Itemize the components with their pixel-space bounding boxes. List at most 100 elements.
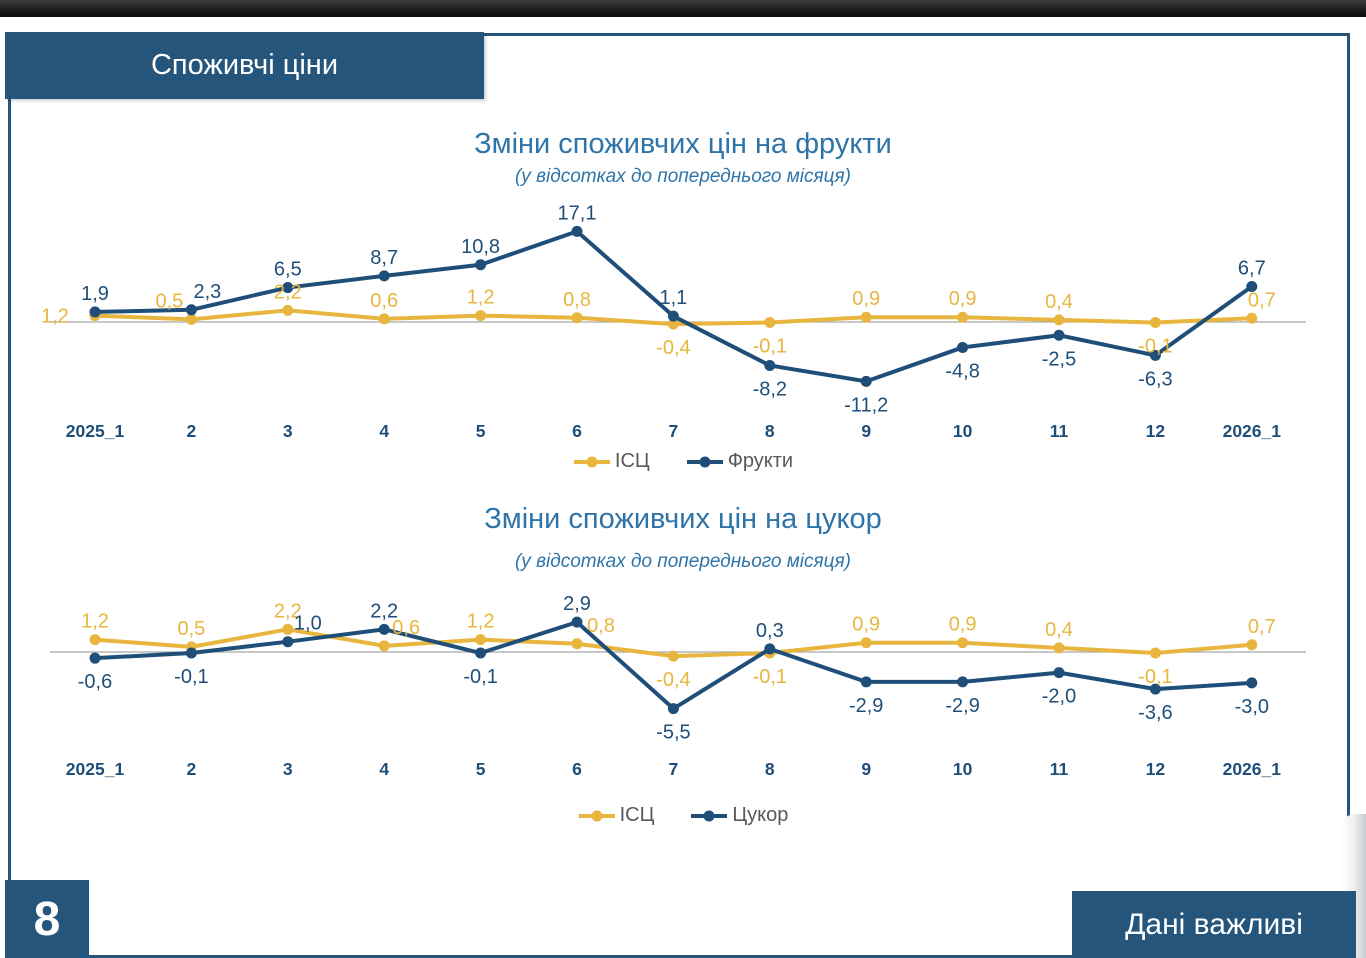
svg-text:11: 11 xyxy=(1050,759,1069,779)
svg-text:6,5: 6,5 xyxy=(274,259,302,281)
svg-text:3: 3 xyxy=(283,759,293,779)
svg-text:4: 4 xyxy=(379,421,389,441)
fruits-chart-legend: ІСЦ Фрукти xyxy=(0,450,1366,473)
page-number-badge: 8 xyxy=(5,880,89,958)
svg-text:7: 7 xyxy=(669,421,679,441)
svg-text:0,5: 0,5 xyxy=(155,290,183,312)
slide-background xyxy=(8,33,1350,958)
svg-text:2,9: 2,9 xyxy=(563,593,591,615)
svg-text:12: 12 xyxy=(1146,421,1166,441)
svg-text:0,9: 0,9 xyxy=(949,288,977,310)
top-black-bar xyxy=(0,0,1366,17)
svg-text:-0,1: -0,1 xyxy=(463,666,497,688)
legend-label-icp-2: ІСЦ xyxy=(619,804,655,826)
svg-text:-2,0: -2,0 xyxy=(1042,686,1076,708)
svg-text:-0,1: -0,1 xyxy=(753,666,787,688)
svg-text:8,7: 8,7 xyxy=(370,247,398,269)
svg-text:2: 2 xyxy=(187,759,197,779)
svg-text:2025_1: 2025_1 xyxy=(66,421,125,441)
svg-text:0,8: 0,8 xyxy=(563,289,591,311)
svg-text:-0,1: -0,1 xyxy=(753,336,787,358)
fruits-chart-title: Зміни споживчих цін на фрукти xyxy=(474,128,892,160)
svg-text:0,6: 0,6 xyxy=(392,617,420,639)
svg-text:0,7: 0,7 xyxy=(1248,289,1276,311)
svg-text:7: 7 xyxy=(669,759,679,779)
svg-text:12: 12 xyxy=(1146,759,1166,779)
legend-item-sugar: Цукор xyxy=(690,804,788,827)
svg-text:2,2: 2,2 xyxy=(370,600,398,622)
svg-text:1,2: 1,2 xyxy=(41,306,69,328)
svg-text:2,2: 2,2 xyxy=(274,281,302,303)
svg-text:0,6: 0,6 xyxy=(370,290,398,312)
svg-text:-8,2: -8,2 xyxy=(753,378,787,400)
sugar-chart-legend: ІСЦ Цукор xyxy=(0,804,1366,827)
footer-brand-badge: Дані важливі xyxy=(1072,891,1356,958)
fruits-line-marker-icon xyxy=(686,456,723,467)
svg-text:0,7: 0,7 xyxy=(1248,616,1276,638)
legend-item-icp: ІСЦ xyxy=(573,450,650,473)
sugar-line-marker-icon xyxy=(691,810,728,821)
svg-text:10: 10 xyxy=(953,421,973,441)
svg-text:2025_1: 2025_1 xyxy=(66,759,125,779)
icp-line-marker-icon xyxy=(573,456,610,467)
svg-text:-0,6: -0,6 xyxy=(78,671,112,693)
svg-text:-0,4: -0,4 xyxy=(656,337,690,359)
svg-text:0,8: 0,8 xyxy=(587,615,615,637)
svg-text:-4,8: -4,8 xyxy=(945,360,979,382)
sugar-chart-title: Зміни споживчих цін на цукор xyxy=(484,503,882,535)
svg-text:2,3: 2,3 xyxy=(193,281,221,303)
svg-text:17,1: 17,1 xyxy=(558,202,597,224)
svg-text:3: 3 xyxy=(283,421,293,441)
svg-text:-5,5: -5,5 xyxy=(656,722,690,744)
svg-text:4: 4 xyxy=(379,759,389,779)
footer-brand-label: Дані важливі xyxy=(1125,907,1303,941)
svg-text:6: 6 xyxy=(572,759,582,779)
svg-text:1,2: 1,2 xyxy=(81,611,109,633)
svg-text:-2,5: -2,5 xyxy=(1042,348,1076,370)
svg-text:0,5: 0,5 xyxy=(177,618,205,640)
svg-text:-11,2: -11,2 xyxy=(844,394,888,416)
svg-text:-0,1: -0,1 xyxy=(1138,666,1172,688)
icp-line-marker-icon xyxy=(578,810,615,821)
legend-item-icp-2: ІСЦ xyxy=(578,804,655,827)
svg-text:1,2: 1,2 xyxy=(467,611,495,633)
svg-text:8: 8 xyxy=(765,421,775,441)
svg-text:6: 6 xyxy=(572,421,582,441)
slide-topic-badge: Споживчі ціни xyxy=(5,32,484,99)
legend-label-icp: ІСЦ xyxy=(614,450,650,472)
svg-text:5: 5 xyxy=(476,759,486,779)
svg-text:-0,4: -0,4 xyxy=(656,669,690,691)
svg-text:-3,0: -3,0 xyxy=(1235,696,1269,718)
svg-text:10: 10 xyxy=(953,759,973,779)
svg-text:1,2: 1,2 xyxy=(467,287,495,309)
legend-label-fruits: Фрукти xyxy=(727,450,794,472)
slide-topic-label: Споживчі ціни xyxy=(150,49,339,81)
legend-label-sugar: Цукор xyxy=(732,804,789,826)
svg-text:10,8: 10,8 xyxy=(461,236,500,258)
fruits-chart: 1,2 0,5 2,2 0,6 1,2 0,8 -0,4 -0,1 0,9 0,9 0,4 -0,1 0… xyxy=(41,202,1306,441)
svg-text:0,9: 0,9 xyxy=(852,288,880,310)
svg-text:0,3: 0,3 xyxy=(756,620,784,642)
svg-text:1,9: 1,9 xyxy=(81,283,109,305)
legend-item-fruits: Фрукти xyxy=(686,450,793,473)
svg-text:-2,9: -2,9 xyxy=(945,695,979,717)
svg-text:1,0: 1,0 xyxy=(294,613,322,635)
svg-text:-0,1: -0,1 xyxy=(1138,336,1172,358)
svg-text:-0,1: -0,1 xyxy=(174,666,208,688)
svg-text:-2,9: -2,9 xyxy=(849,695,883,717)
svg-text:0,4: 0,4 xyxy=(1045,619,1073,641)
svg-text:2: 2 xyxy=(187,421,197,441)
svg-text:-6,3: -6,3 xyxy=(1138,368,1172,390)
svg-text:2,2: 2,2 xyxy=(274,600,302,622)
svg-text:9: 9 xyxy=(861,421,871,441)
svg-text:6,7: 6,7 xyxy=(1238,257,1266,279)
svg-text:2026_1: 2026_1 xyxy=(1223,421,1282,441)
svg-text:5: 5 xyxy=(476,421,486,441)
svg-text:-3,6: -3,6 xyxy=(1138,702,1172,724)
svg-text:2026_1: 2026_1 xyxy=(1223,759,1282,779)
svg-text:0,9: 0,9 xyxy=(852,614,880,636)
svg-text:0,9: 0,9 xyxy=(949,614,977,636)
sugar-chart-subtitle: (у відсотках до попереднього місяця) xyxy=(514,551,852,572)
svg-text:11: 11 xyxy=(1050,421,1069,441)
svg-text:1,1: 1,1 xyxy=(659,287,687,309)
